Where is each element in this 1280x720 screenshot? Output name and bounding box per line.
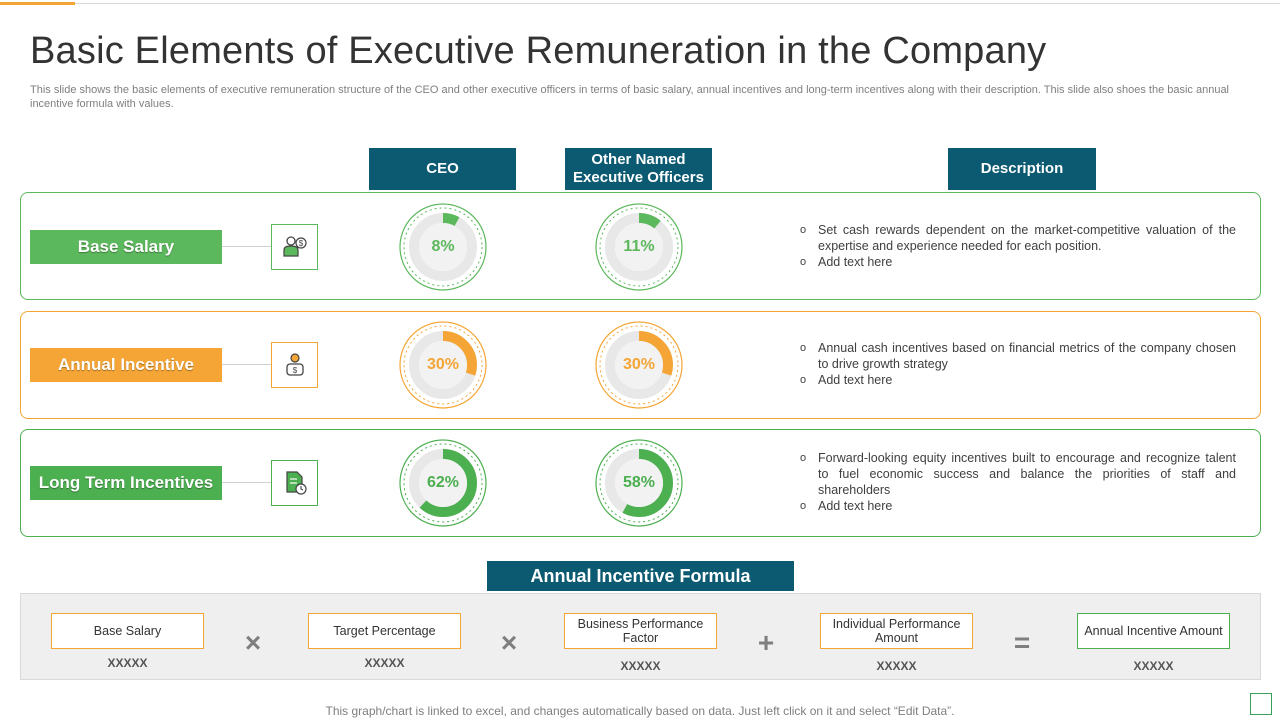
top-accent-bar [0, 2, 75, 5]
description-long-term-incentives: Forward-looking equity incentives built … [798, 450, 1236, 514]
description-bullet: Add text here [798, 498, 1236, 514]
donut-chart [399, 439, 487, 527]
header-description: Description [948, 148, 1096, 190]
donut-officers-base-salary: 11% [594, 202, 684, 292]
description-base-salary: Set cash rewards dependent on the market… [798, 222, 1236, 270]
top-divider [0, 3, 1280, 4]
row-label-base-salary: Base Salary [30, 230, 222, 264]
page-title: Basic Elements of Executive Remuneration… [30, 30, 1047, 72]
donut-dashed-ring [403, 325, 483, 405]
donut-center [615, 341, 663, 389]
footer-note: This graph/chart is linked to excel, and… [325, 704, 955, 718]
header-ceo: CEO [369, 148, 516, 190]
row-long-term-incentives [20, 429, 1261, 537]
formula-box-business-performance: Business Performance Factor [564, 613, 717, 649]
donut-officers-long-term-incentives: 58% [594, 438, 684, 528]
donut-chart [595, 321, 683, 409]
multiply-operator-icon: × [500, 627, 518, 658]
donut-value-arc [605, 331, 673, 399]
donut-dashed-ring [403, 443, 483, 523]
row-annual-incentive [20, 311, 1261, 419]
donut-center [615, 223, 663, 271]
donut-percent-label: 30% [426, 356, 460, 373]
donut-center [615, 459, 663, 507]
donut-percent-label: 58% [622, 474, 656, 491]
formula-value: XXXXX [620, 659, 661, 673]
donut-chart [399, 203, 487, 291]
row-label-long-term-incentives: Long Term Incentives [30, 466, 222, 500]
description-bullet: Annual cash incentives based on financia… [798, 340, 1236, 372]
donut-percent-label: 30% [622, 356, 656, 373]
plus-operator-icon: + [757, 627, 775, 658]
donut-dashed-ring [599, 207, 679, 287]
donut-chart [399, 321, 487, 409]
description-annual-incentive: Annual cash incentives based on financia… [798, 340, 1236, 388]
donut-value-arc [605, 213, 673, 281]
donut-ceo-annual-incentive: 30% [398, 320, 488, 410]
donut-center [419, 459, 467, 507]
donut-percent-label: 8% [431, 238, 455, 255]
donut-center [419, 223, 467, 271]
donut-percent-label: 62% [426, 474, 460, 491]
donut-dashed-ring [599, 443, 679, 523]
donut-ceo-base-salary: 8% [398, 202, 488, 292]
description-bullet: Forward-looking equity incentives built … [798, 450, 1236, 498]
donut-percent-label: 11% [623, 238, 655, 255]
formula-value: XXXXX [876, 659, 917, 673]
description-bullet: Set cash rewards dependent on the market… [798, 222, 1236, 254]
connector-line [222, 482, 271, 483]
header-other-officers: Other Named Executive Officers [565, 148, 712, 190]
svg-text:$: $ [292, 366, 297, 375]
formula-value: XXXXX [364, 656, 405, 670]
donut-value-arc [409, 213, 477, 281]
formula-value: XXXXX [1133, 659, 1174, 673]
row-label-annual-incentive: Annual Incentive [30, 348, 222, 382]
formula-box-target-percentage: Target Percentage [308, 613, 461, 649]
donut-dashed-ring [599, 325, 679, 405]
donut-chart [595, 439, 683, 527]
svg-text:$: $ [298, 239, 303, 248]
incentive-person-icon: $ [271, 342, 318, 388]
donut-value-arc [409, 449, 477, 517]
donut-ceo-long-term-incentives: 62% [398, 438, 488, 528]
salary-person-icon: $ [271, 224, 318, 270]
description-bullet: Add text here [798, 372, 1236, 388]
page-subtitle: This slide shows the basic elements of e… [30, 84, 1230, 110]
row-base-salary [20, 192, 1261, 300]
donut-chart [595, 203, 683, 291]
donut-officers-annual-incentive: 30% [594, 320, 684, 410]
formula-title: Annual Incentive Formula [487, 561, 794, 591]
donut-dashed-ring [403, 207, 483, 287]
connector-line [222, 246, 271, 247]
equals-operator-icon: = [1013, 627, 1031, 658]
description-bullet: Add text here [798, 254, 1236, 270]
multiply-operator-icon: × [244, 627, 262, 658]
formula-box-annual-incentive-amount: Annual Incentive Amount [1077, 613, 1230, 649]
formula-value: XXXXX [107, 656, 148, 670]
connector-line [222, 364, 271, 365]
donut-center [419, 341, 467, 389]
corner-marker [1250, 693, 1272, 715]
document-clock-icon [271, 460, 318, 506]
formula-box-base-salary: Base Salary [51, 613, 204, 649]
donut-value-arc [605, 449, 673, 517]
formula-box-individual-performance: Individual Performance Amount [820, 613, 973, 649]
donut-value-arc [409, 331, 477, 399]
